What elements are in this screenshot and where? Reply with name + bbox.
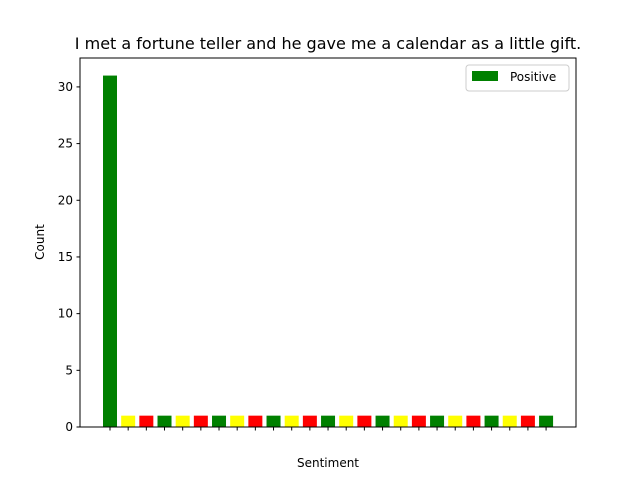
bar-7	[212, 415, 227, 427]
bar-11	[284, 415, 299, 427]
legend: Positive	[465, 64, 570, 92]
bar-16	[375, 415, 390, 427]
category-tick-labels	[109, 427, 547, 431]
y-tick-label: 25	[58, 137, 73, 151]
bar-4	[157, 415, 172, 427]
y-tick-label: 20	[58, 193, 73, 207]
bar-10	[266, 415, 281, 427]
bar-24	[520, 415, 535, 427]
x-axis-label: Sentiment	[297, 456, 359, 470]
bar-19	[430, 415, 445, 427]
y-tick-label: 0	[65, 420, 73, 434]
bar-22	[484, 415, 499, 427]
bar-20	[448, 415, 463, 427]
bar-1	[103, 75, 117, 427]
bar-5	[175, 415, 190, 427]
y-tick-label: 5	[65, 363, 73, 377]
bar-23	[502, 415, 517, 427]
bar-3	[139, 415, 154, 427]
y-tick-label: 10	[58, 307, 73, 321]
bar-9	[248, 415, 263, 427]
bar-12	[302, 415, 317, 427]
bar-6	[193, 415, 208, 427]
legend-swatch-positive	[472, 71, 498, 81]
bar-14	[339, 415, 354, 427]
bar-8	[230, 415, 245, 427]
bar-15	[357, 415, 372, 427]
y-axis-label: Count	[33, 224, 47, 260]
y-tick-label: 30	[58, 80, 73, 94]
plot-area-frame	[79, 57, 577, 428]
bar-18	[411, 415, 426, 427]
bar-2	[121, 415, 136, 427]
y-tick-label: 15	[58, 250, 73, 264]
bar-21	[466, 415, 481, 427]
bar-13	[321, 415, 336, 427]
legend-label-positive: Positive	[510, 70, 556, 84]
bar-25	[539, 415, 554, 427]
y-axis-ticks: 0 5 10 15 20 25 30	[58, 80, 80, 434]
bar-17	[393, 415, 408, 427]
chart-title: I met a fortune teller and he gave me a …	[75, 34, 581, 53]
bars-layer	[103, 75, 554, 427]
